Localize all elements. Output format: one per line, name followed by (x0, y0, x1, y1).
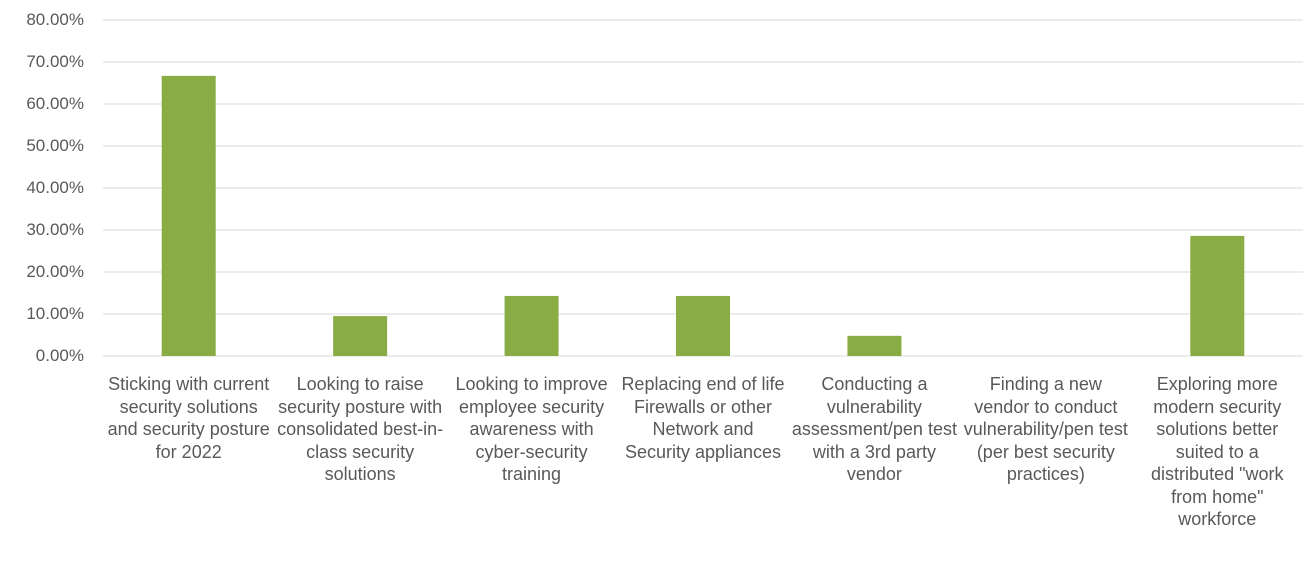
x-tick-label: Replacing end of life Firewalls or other… (621, 374, 785, 462)
y-tick-label: 40.00% (26, 178, 84, 197)
x-tick-label: Sticking with current security solutions… (107, 374, 270, 462)
bar (847, 335, 902, 356)
bar (1190, 235, 1245, 356)
x-tick-label: Exploring more modern security solutions… (1151, 374, 1284, 529)
bar (161, 75, 216, 357)
bar (504, 295, 559, 356)
y-tick-label: 70.00% (26, 52, 84, 71)
y-tick-label: 30.00% (26, 220, 84, 239)
y-tick-label: 10.00% (26, 304, 84, 323)
bar (676, 295, 730, 356)
x-tick-label: Looking to raise security posture with c… (277, 374, 444, 484)
x-tick-label: Finding a new vendor to conduct vulnerab… (963, 374, 1128, 484)
bar (333, 316, 388, 356)
y-tick-label: 20.00% (26, 262, 84, 281)
y-tick-label: 50.00% (26, 136, 84, 155)
y-tick-label: 80.00% (26, 10, 84, 29)
y-tick-label: 60.00% (26, 94, 84, 113)
x-tick-label: Looking to improve employee security awa… (455, 374, 608, 484)
x-tick-label: Conducting a vulnerability assessment/pe… (791, 374, 957, 484)
y-tick-label: 0.00% (35, 346, 84, 365)
